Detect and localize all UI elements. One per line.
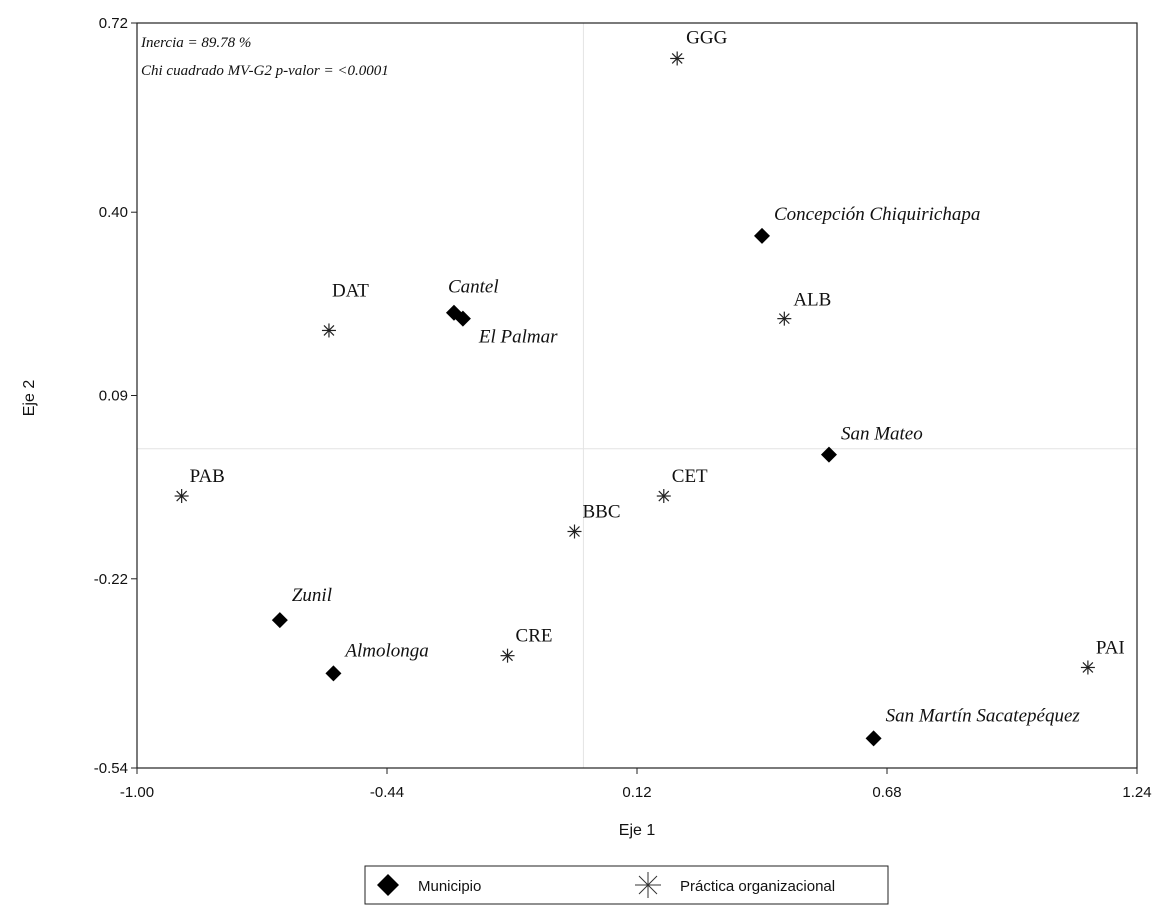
legend-item-practica: Práctica organizacional (635, 872, 835, 898)
series-practica-organizacional: GGG ALB DAT PAB CET BBC CRE PAI (174, 27, 1125, 675)
diamond-marker (865, 730, 882, 747)
point-label: PAB (190, 466, 225, 487)
point-label: GGG (686, 27, 727, 48)
point-label: BBC (583, 501, 621, 522)
point-label: El Palmar (478, 327, 558, 348)
point-label: Almolonga (343, 640, 428, 661)
point-label: Cantel (448, 277, 499, 298)
legend-item-municipio: Municipio (377, 874, 481, 896)
reference-lines (137, 23, 1137, 768)
legend-label-practica: Práctica organizacional (680, 878, 835, 895)
point-label: Zunil (292, 585, 332, 606)
point-label: San Mateo (841, 424, 923, 445)
point-label: DAT (332, 280, 369, 301)
asterisk-marker (500, 648, 515, 663)
data-points: Concepción Chiquirichapa Cantel El Palmar S… (174, 27, 1125, 747)
annotation-chi-cuadrado: Chi cuadrado MV-G2 p-valor = <0.0001 (141, 63, 389, 79)
axis-ticks: -1.00 -0.44 0.12 0.68 1.24 0.72 0.40 0.09 -0.22 -… (94, 15, 1152, 801)
legend-box (364, 865, 889, 905)
asterisk-marker (567, 524, 582, 539)
asterisk-marker (174, 489, 189, 504)
y-tick-label: -0.22 (94, 571, 128, 588)
point-label: Concepción Chiquirichapa (774, 204, 980, 225)
diamond-marker (454, 310, 471, 327)
asterisk-marker (1080, 660, 1095, 675)
diamond-marker (271, 612, 288, 629)
point-label: San Martín Sacatepéquez (886, 705, 1081, 726)
y-tick-label: 0.72 (99, 15, 128, 32)
y-axis-title: Eje 2 (21, 380, 38, 417)
x-tick-label: -1.00 (120, 784, 154, 801)
x-tick-label: 0.12 (622, 784, 651, 801)
legend: Municipio Práctica organizacional (364, 865, 889, 905)
x-axis-title: Eje 1 (619, 822, 656, 839)
diamond-marker (325, 665, 342, 682)
asterisk-marker (656, 489, 671, 504)
y-tick-label: 0.40 (99, 204, 128, 221)
asterisk-marker (777, 311, 792, 326)
asterisk-icon (635, 872, 661, 898)
legend-label-municipio: Municipio (418, 878, 481, 895)
plot-frame (136, 22, 1138, 769)
point-label: CET (672, 466, 708, 487)
point-label: ALB (793, 290, 831, 311)
point-label: CRE (516, 626, 553, 647)
y-tick-label: -0.54 (94, 760, 128, 777)
diamond-marker (820, 446, 837, 463)
asterisk-marker (321, 323, 336, 338)
x-tick-label: -0.44 (370, 784, 404, 801)
x-tick-label: 1.24 (1122, 784, 1151, 801)
y-tick-label: 0.09 (99, 388, 128, 405)
diamond-marker (754, 227, 770, 244)
x-tick-label: 0.68 (872, 784, 901, 801)
asterisk-marker (670, 51, 685, 66)
diamond-icon (377, 874, 399, 896)
annotation-inercia: Inercia = 89.78 % (140, 35, 251, 51)
point-label: PAI (1096, 637, 1125, 658)
series-municipio: Concepción Chiquirichapa Cantel El Palmar S… (271, 204, 1081, 747)
